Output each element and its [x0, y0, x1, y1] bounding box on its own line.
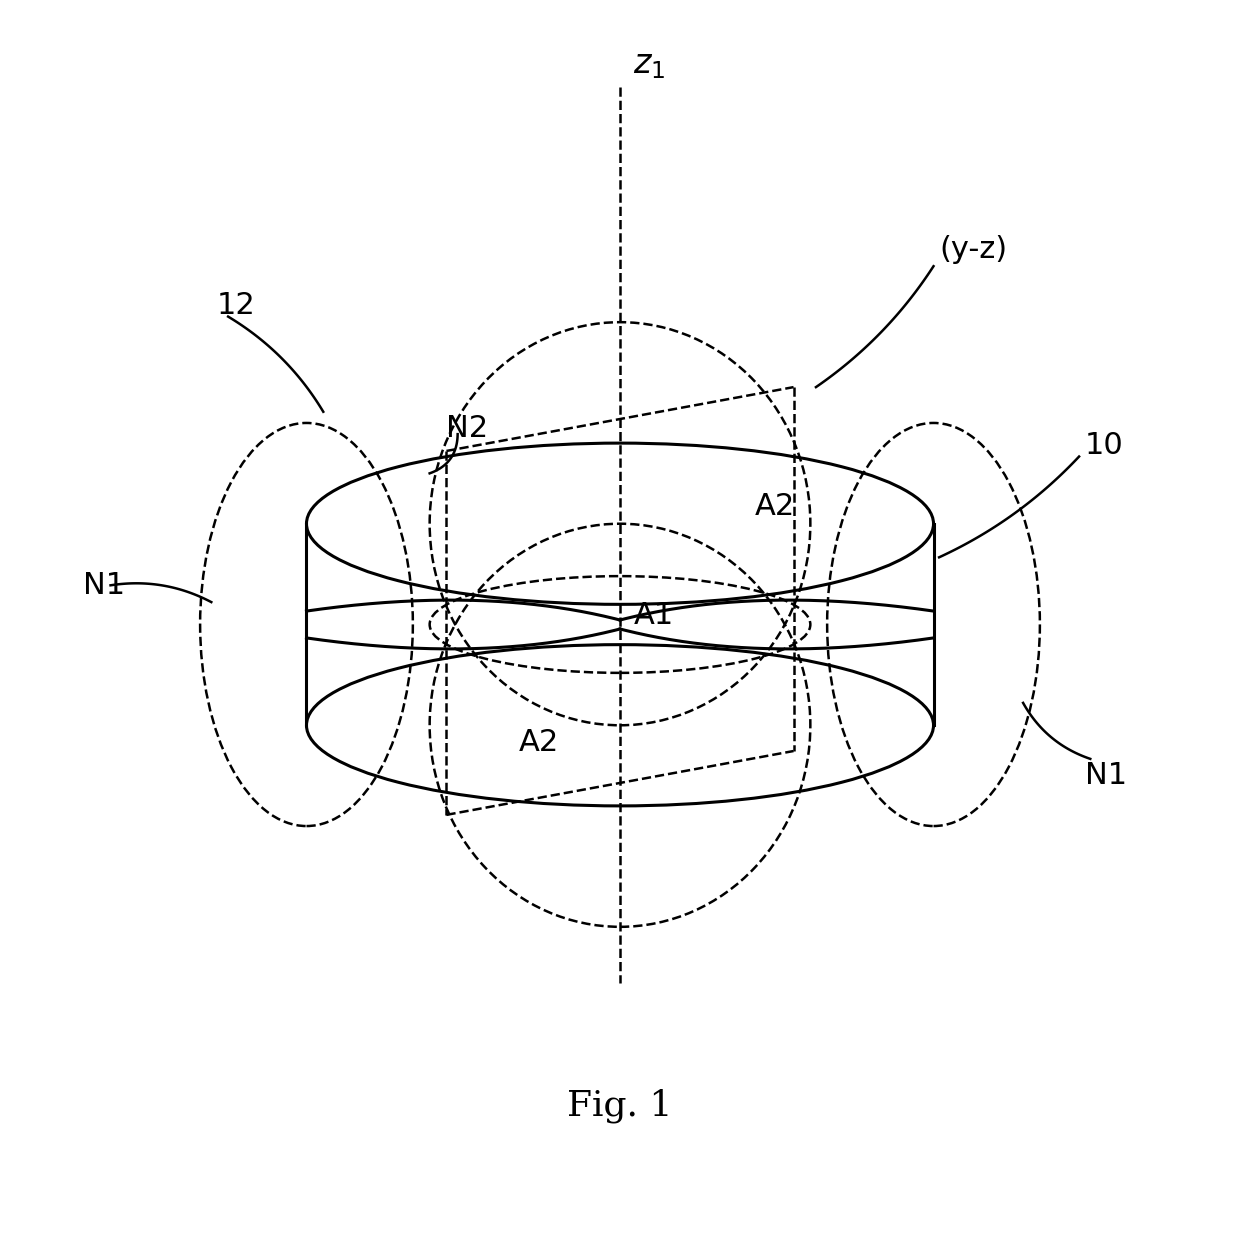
Text: $z_1$: $z_1$: [634, 49, 666, 81]
Text: A2: A2: [520, 728, 559, 757]
Text: N1: N1: [83, 571, 125, 600]
Text: N1: N1: [1085, 761, 1127, 791]
Text: 10: 10: [1085, 431, 1123, 460]
Text: N2: N2: [446, 415, 489, 443]
Text: A1: A1: [634, 601, 673, 629]
Text: 12: 12: [217, 291, 255, 320]
Text: A2: A2: [754, 492, 795, 521]
Text: Fig. 1: Fig. 1: [567, 1089, 673, 1123]
Text: (y-z): (y-z): [939, 235, 1007, 264]
